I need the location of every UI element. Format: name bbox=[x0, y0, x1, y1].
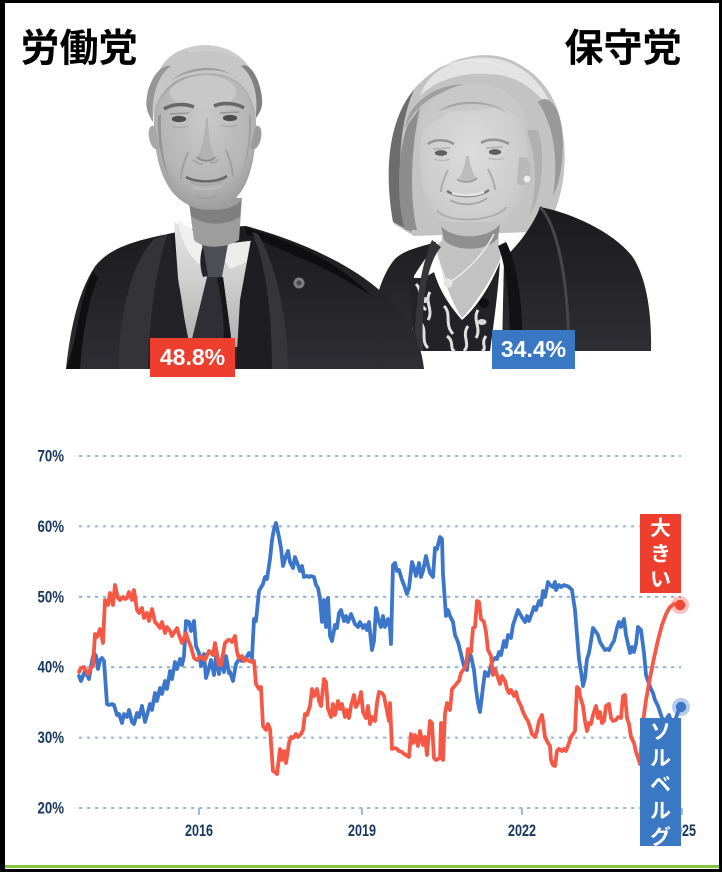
svg-text:60%: 60% bbox=[38, 518, 65, 536]
svg-text:2016: 2016 bbox=[185, 821, 213, 840]
svg-text:20%: 20% bbox=[38, 800, 65, 818]
svg-text:70%: 70% bbox=[38, 448, 65, 466]
svg-text:50%: 50% bbox=[38, 588, 65, 606]
svg-text:2019: 2019 bbox=[348, 821, 376, 840]
svg-text:30%: 30% bbox=[38, 729, 65, 747]
svg-text:2022: 2022 bbox=[508, 821, 536, 840]
svg-text:40%: 40% bbox=[38, 659, 65, 677]
